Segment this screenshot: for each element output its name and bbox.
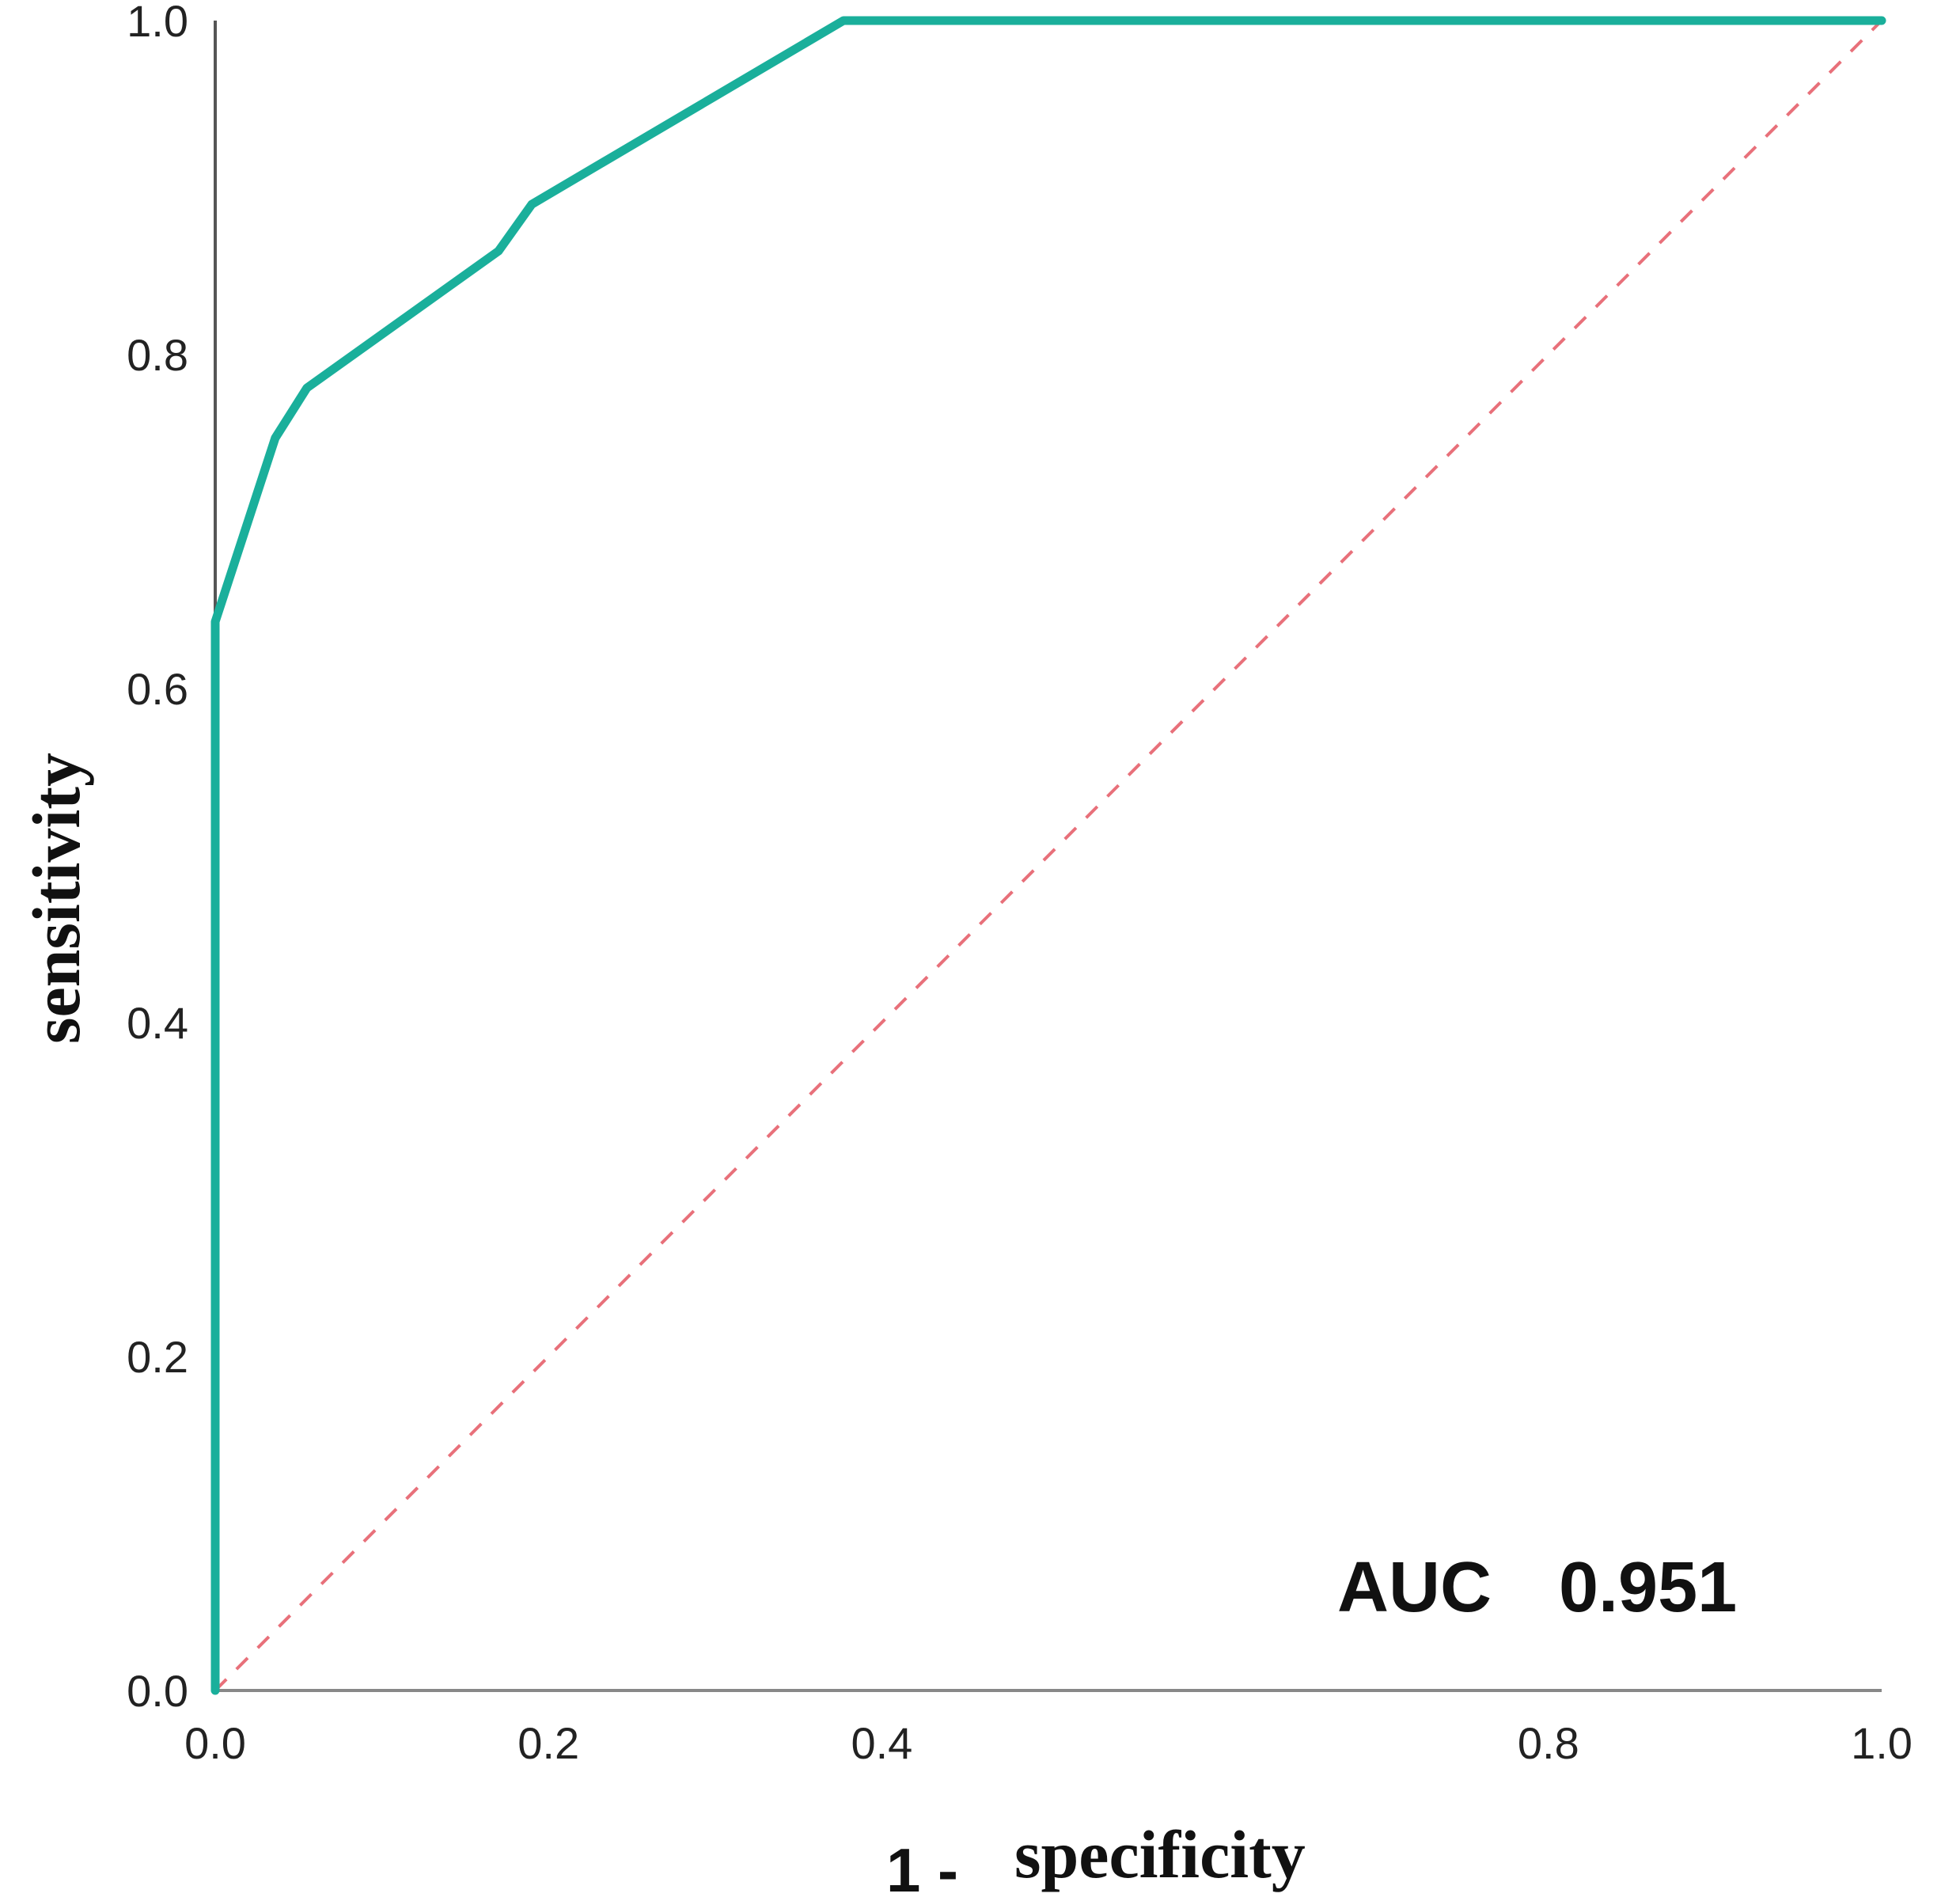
x-tick-label: 0.0	[184, 1718, 246, 1768]
x-tick-label: 0.4	[851, 1718, 912, 1768]
auc-label: AUC	[1337, 1548, 1492, 1627]
y-tick-label: 0.2	[127, 1332, 188, 1382]
y-tick-label: 1.0	[127, 0, 188, 46]
y-tick-label: 0.0	[127, 1666, 188, 1716]
reference-diagonal-line	[214, 19, 1883, 1692]
x-tick-labels: 0.0 0.2 0.4 0.8 1.0	[184, 1718, 1913, 1768]
x-axis-label-prefix: 1 -	[886, 1835, 958, 1901]
y-tick-label: 0.4	[127, 998, 188, 1048]
y-tick-label: 0.6	[127, 664, 188, 714]
y-axis-label: sensitivity	[18, 753, 94, 1044]
x-tick-label: 0.2	[517, 1718, 579, 1768]
auc-value: 0.951	[1559, 1548, 1737, 1627]
y-tick-label: 0.8	[127, 330, 188, 380]
y-tick-labels: 0.0 0.2 0.4 0.6 0.8 1.0	[127, 0, 188, 1716]
x-tick-label: 1.0	[1851, 1718, 1913, 1768]
x-axis-label: specificity	[1014, 1816, 1306, 1892]
x-tick-label: 0.8	[1518, 1718, 1579, 1768]
roc-curve-line	[210, 16, 1886, 1695]
